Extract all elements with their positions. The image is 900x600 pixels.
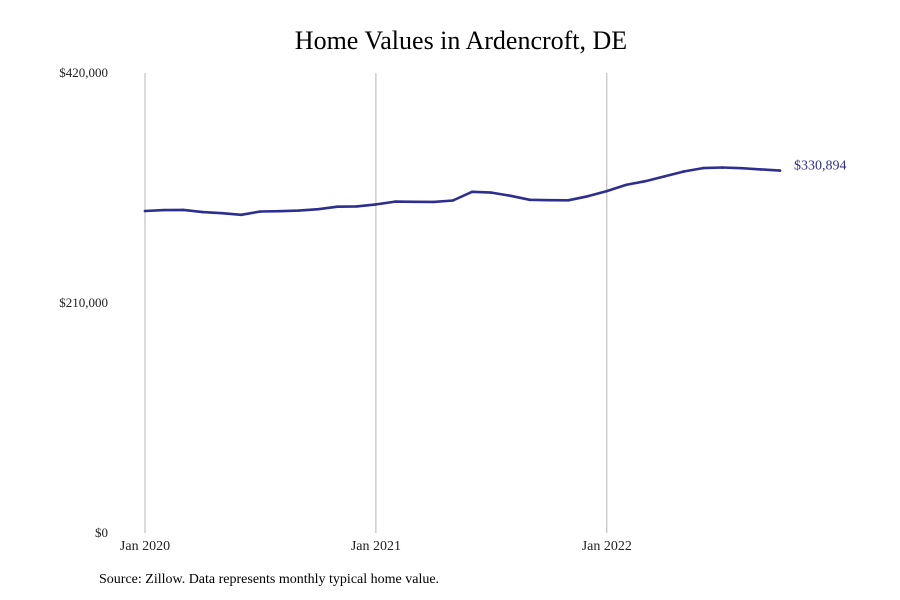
data-point — [643, 179, 647, 183]
x-tick-label: Jan 2020 — [120, 539, 170, 554]
data-point — [759, 168, 763, 171]
data-point — [239, 213, 243, 217]
data-point — [374, 203, 378, 206]
series-line — [143, 166, 782, 217]
data-point — [336, 205, 339, 209]
data-point — [355, 205, 358, 208]
data-point — [316, 207, 320, 211]
data-point — [470, 190, 474, 194]
data-point — [393, 200, 397, 203]
data-point — [567, 198, 570, 202]
data-point — [297, 209, 301, 212]
y-tick-label: $0 — [95, 525, 108, 540]
series-end-label: $330,894 — [794, 159, 847, 174]
y-tick-label: $420,000 — [59, 65, 108, 80]
data-point — [259, 210, 262, 213]
data-point — [605, 189, 609, 193]
data-point — [701, 166, 705, 170]
data-point — [547, 198, 551, 202]
x-tick-label: Jan 2022 — [582, 539, 632, 554]
data-point — [201, 210, 205, 214]
data-point — [663, 175, 666, 178]
data-point — [740, 166, 743, 170]
data-point — [528, 198, 532, 202]
data-point — [720, 166, 724, 169]
data-point — [162, 208, 166, 212]
y-tick-label: $210,000 — [59, 295, 108, 310]
data-point — [143, 209, 147, 213]
data-point — [278, 209, 281, 213]
data-point — [490, 191, 493, 194]
chart-title: Home Values in Ardencroft, DE — [294, 26, 628, 55]
data-point — [586, 195, 589, 198]
data-point — [220, 211, 224, 215]
data-point — [778, 169, 782, 172]
data-point — [182, 208, 185, 212]
x-tick-label: Jan 2021 — [351, 539, 401, 554]
data-point — [682, 170, 686, 173]
data-point — [509, 194, 512, 198]
data-point — [413, 200, 416, 204]
data-point — [432, 200, 435, 204]
data-point — [451, 199, 455, 202]
data-point — [624, 183, 628, 187]
source-note: Source: Zillow. Data represents monthly … — [99, 572, 440, 587]
